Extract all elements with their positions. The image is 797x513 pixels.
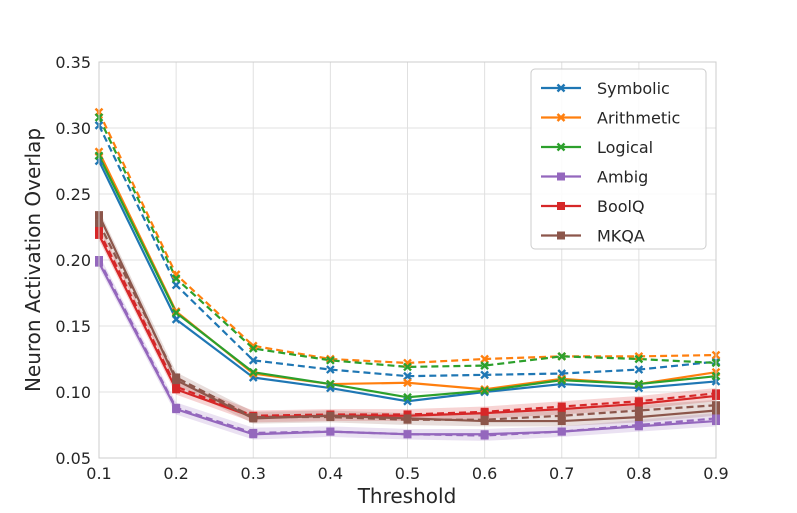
mkqa-confidence-band bbox=[99, 209, 716, 427]
x-tick-label: 0.4 bbox=[318, 464, 343, 483]
logical-dashed-point bbox=[634, 354, 644, 364]
mkqa-point bbox=[172, 376, 181, 385]
ambig-confidence-band bbox=[99, 254, 716, 441]
logical-point bbox=[557, 375, 567, 385]
logical-dashed-point bbox=[171, 274, 181, 283]
arithmetic-point bbox=[403, 378, 412, 388]
legend-box bbox=[530, 68, 707, 250]
arithmetic-dashed-point bbox=[480, 354, 489, 364]
logical-point bbox=[634, 379, 644, 389]
x-tick-label: 0.9 bbox=[703, 464, 728, 483]
legend: Symbolic Arithmetic Logical Ambig BoolQ MKQA bbox=[530, 68, 707, 250]
mkqa-dashed-point bbox=[634, 406, 643, 415]
x-tick-label: 0.6 bbox=[472, 464, 497, 483]
legend-item-symbolic: Symbolic bbox=[541, 79, 670, 98]
mkqa-point bbox=[326, 411, 335, 420]
logical-dashed-point bbox=[248, 344, 258, 353]
x-tick-label: 0.2 bbox=[163, 464, 188, 483]
logical-dashed-point bbox=[557, 352, 567, 361]
ambig-point bbox=[480, 430, 489, 439]
ambig-point bbox=[634, 422, 643, 431]
symbolic-dashed-point bbox=[480, 370, 489, 380]
mkqa-point bbox=[634, 413, 643, 422]
logical-dashed-line bbox=[98, 116, 717, 369]
boolq-point bbox=[557, 405, 566, 414]
y-tick-label: 0.15 bbox=[55, 317, 91, 336]
mkqa-dashed-point bbox=[557, 411, 566, 420]
legend-label-logical: Logical bbox=[597, 138, 653, 157]
ambig-point bbox=[557, 427, 566, 436]
symbolic-dashed-point bbox=[634, 365, 644, 374]
legend-marker-boolq bbox=[557, 202, 565, 210]
arithmetic-dashed-point bbox=[248, 341, 258, 351]
logical-point bbox=[326, 379, 335, 389]
ambig-point bbox=[403, 430, 412, 439]
x-tick-labels: 0.1 0.2 0.3 0.4 0.5 0.6 0.7 0.8 0.9 bbox=[86, 464, 728, 483]
y-tick-label: 0.25 bbox=[55, 185, 91, 204]
logical-point bbox=[480, 386, 489, 396]
y-tick-label: 0.30 bbox=[55, 119, 91, 138]
y-tick-label: 0.10 bbox=[55, 383, 91, 402]
symbolic-dashed-point bbox=[171, 280, 181, 290]
logical-point bbox=[248, 367, 258, 377]
legend-marker-mkqa bbox=[557, 231, 565, 240]
legend-label-mkqa: MKQA bbox=[597, 227, 645, 246]
legend-item-ambig: Ambig bbox=[541, 168, 648, 187]
legend-marker-logical bbox=[556, 142, 566, 152]
mkqa-point bbox=[403, 414, 412, 423]
y-tick-label: 0.35 bbox=[55, 53, 91, 72]
boolq-point bbox=[172, 385, 181, 394]
x-tick-label: 0.1 bbox=[86, 464, 111, 483]
y-tick-label: 0.20 bbox=[55, 251, 91, 270]
legend-item-logical: Logical bbox=[541, 138, 653, 157]
legend-label-ambig: Ambig bbox=[597, 168, 648, 187]
boolq-point bbox=[480, 409, 489, 418]
logical-dashed-point bbox=[326, 355, 335, 365]
legend-item-mkqa: MKQA bbox=[541, 227, 645, 246]
plot-frame bbox=[98, 61, 717, 459]
logical-point bbox=[403, 392, 412, 402]
ambig-point bbox=[326, 427, 335, 436]
ambig-point bbox=[249, 430, 258, 439]
arithmetic-dashed-point bbox=[634, 352, 644, 361]
legend-label-symbolic: Symbolic bbox=[597, 79, 670, 98]
y-tick-labels: 0.05 0.10 0.15 0.20 0.25 0.30 0.35 bbox=[55, 53, 91, 468]
x-tick-label: 0.5 bbox=[395, 464, 420, 483]
x-tick-label: 0.7 bbox=[549, 464, 574, 483]
ambig-point bbox=[172, 405, 181, 414]
mkqa-point bbox=[249, 414, 258, 423]
y-tick-label: 0.05 bbox=[55, 449, 91, 468]
symbolic-dashed-point bbox=[326, 365, 335, 374]
legend-marker-ambig bbox=[557, 172, 565, 181]
legend-label-boolq: BoolQ bbox=[597, 197, 645, 216]
symbolic-dashed-point bbox=[248, 355, 258, 365]
symbolic-point bbox=[171, 315, 181, 324]
symbolic-dashed-point bbox=[403, 371, 412, 381]
legend-marker-arithmetic bbox=[556, 113, 566, 122]
legend-marker-symbolic bbox=[556, 83, 566, 93]
mkqa-point bbox=[480, 417, 489, 426]
mkqa-point bbox=[557, 417, 566, 426]
logical-dashed-point bbox=[403, 362, 412, 372]
legend-item-arithmetic: Arithmetic bbox=[541, 109, 680, 128]
legend-item-boolq: BoolQ bbox=[541, 197, 645, 216]
logical-dashed-point bbox=[480, 361, 489, 370]
logical-point bbox=[171, 308, 181, 318]
y-axis-label: Neuron Activation Overlap bbox=[21, 128, 45, 392]
x-axis-label: Threshold bbox=[357, 484, 457, 508]
x-tick-label: 0.3 bbox=[241, 464, 266, 483]
x-tick-label: 0.8 bbox=[626, 464, 651, 483]
legend-label-arithmetic: Arithmetic bbox=[597, 109, 680, 128]
boolq-point bbox=[634, 399, 643, 408]
